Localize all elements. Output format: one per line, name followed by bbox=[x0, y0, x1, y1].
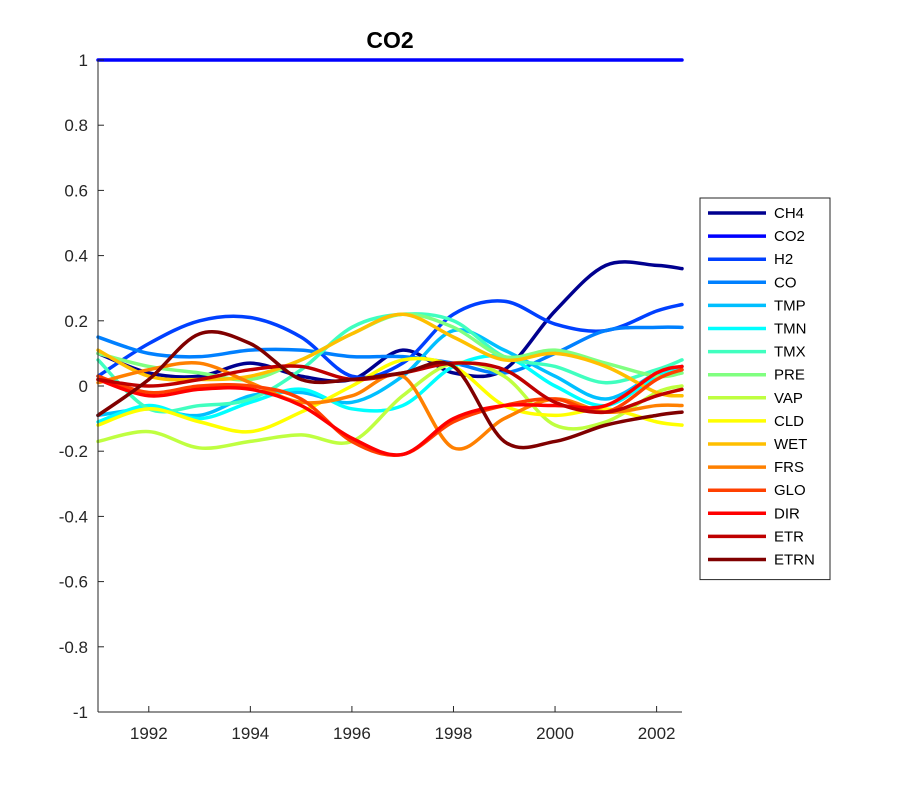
legend-label-h2: H2 bbox=[774, 251, 793, 268]
y-tick-label: -1 bbox=[73, 703, 88, 722]
x-tick-label: 1992 bbox=[130, 724, 168, 743]
y-tick-label: 0.4 bbox=[64, 247, 88, 266]
legend-label-tmn: TMN bbox=[774, 321, 807, 338]
legend: CH4 CO2 H2 CO TMP TMN TMX PRE VAP CLD WET FRS GLO DIR… bbox=[699, 197, 831, 581]
axes-layer: 1 0.8 0.6 0.4 0.2 0 -0.2 -0.4 -0.6 -0.8 -1 1992 1994… bbox=[59, 51, 682, 743]
series-line-cld bbox=[96, 356, 684, 434]
x-tick-label: 1998 bbox=[435, 724, 473, 743]
legend-label-tmx: TMX bbox=[774, 344, 806, 361]
y-tick-label: 0.2 bbox=[64, 312, 88, 331]
legend-label-pre: PRE bbox=[774, 367, 805, 384]
chart-title: CO2 bbox=[366, 27, 413, 53]
y-tick-label: -0.2 bbox=[59, 442, 88, 461]
x-tick-label: 2000 bbox=[536, 724, 574, 743]
series-line-co bbox=[96, 325, 684, 375]
legend-label-etrn: ETRN bbox=[774, 552, 815, 569]
legend-label-dir: DIR bbox=[774, 505, 800, 522]
y-tick-label: 0.6 bbox=[64, 181, 88, 200]
legend-label-frs: FRS bbox=[774, 459, 804, 476]
series-line-ch4 bbox=[96, 260, 684, 383]
y-tick-label: 1 bbox=[79, 51, 88, 70]
y-tick-label: 0 bbox=[79, 377, 88, 396]
legend-label-ch4: CH4 bbox=[774, 205, 804, 222]
x-tick-label: 1996 bbox=[333, 724, 371, 743]
legend-label-co2: CO2 bbox=[774, 228, 805, 245]
legend-label-etr: ETR bbox=[774, 528, 804, 545]
legend-label-tmp: TMP bbox=[774, 297, 806, 314]
y-tick-label: -0.6 bbox=[59, 573, 88, 592]
series-line-etrn bbox=[96, 330, 684, 450]
legend-label-co: CO bbox=[774, 274, 797, 291]
x-tick-label: 1994 bbox=[231, 724, 269, 743]
y-tick-label: -0.4 bbox=[59, 507, 88, 526]
x-tick-label: 2002 bbox=[638, 724, 676, 743]
legend-label-cld: CLD bbox=[774, 413, 804, 430]
y-tick-label: -0.8 bbox=[59, 638, 88, 657]
legend-label-glo: GLO bbox=[774, 482, 806, 499]
legend-label-vap: VAP bbox=[774, 390, 803, 407]
y-tick-label: 0.8 bbox=[64, 116, 88, 135]
series-line-dir bbox=[96, 364, 684, 457]
series-layer bbox=[96, 58, 684, 457]
series-line-vap bbox=[96, 360, 684, 450]
legend-box bbox=[699, 197, 831, 581]
legend-label-wet: WET bbox=[774, 436, 807, 453]
